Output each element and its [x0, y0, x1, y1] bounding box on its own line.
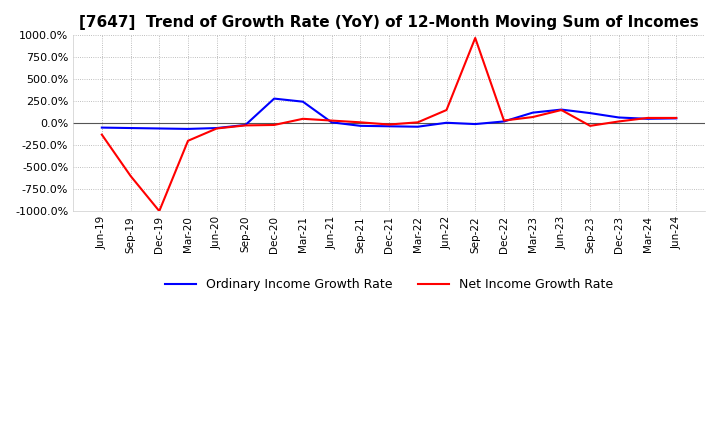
Legend: Ordinary Income Growth Rate, Net Income Growth Rate: Ordinary Income Growth Rate, Net Income …: [160, 273, 618, 296]
Net Income Growth Rate: [643, 115, 652, 121]
Ordinary Income Growth Rate: [471, 121, 480, 127]
Ordinary Income Growth Rate: [356, 123, 364, 128]
Net Income Growth Rate: [356, 120, 364, 125]
Net Income Growth Rate: [384, 122, 393, 127]
Net Income Growth Rate: [614, 119, 623, 124]
Net Income Growth Rate: [500, 118, 508, 123]
Ordinary Income Growth Rate: [413, 124, 422, 129]
Ordinary Income Growth Rate: [155, 126, 163, 131]
Net Income Growth Rate: [672, 115, 680, 121]
Ordinary Income Growth Rate: [672, 116, 680, 121]
Net Income Growth Rate: [299, 116, 307, 121]
Ordinary Income Growth Rate: [384, 124, 393, 129]
Title: [7647]  Trend of Growth Rate (YoY) of 12-Month Moving Sum of Incomes: [7647] Trend of Growth Rate (YoY) of 12-…: [79, 15, 699, 30]
Net Income Growth Rate: [328, 118, 336, 123]
Ordinary Income Growth Rate: [442, 120, 451, 125]
Net Income Growth Rate: [528, 114, 537, 120]
Ordinary Income Growth Rate: [643, 116, 652, 121]
Ordinary Income Growth Rate: [500, 119, 508, 124]
Net Income Growth Rate: [184, 138, 192, 143]
Net Income Growth Rate: [155, 209, 163, 214]
Line: Net Income Growth Rate: Net Income Growth Rate: [102, 38, 676, 211]
Net Income Growth Rate: [97, 132, 106, 137]
Ordinary Income Growth Rate: [126, 125, 135, 131]
Net Income Growth Rate: [413, 120, 422, 125]
Net Income Growth Rate: [586, 123, 595, 128]
Net Income Growth Rate: [557, 107, 566, 113]
Ordinary Income Growth Rate: [241, 122, 250, 128]
Line: Ordinary Income Growth Rate: Ordinary Income Growth Rate: [102, 99, 676, 129]
Ordinary Income Growth Rate: [328, 120, 336, 125]
Net Income Growth Rate: [270, 122, 279, 128]
Ordinary Income Growth Rate: [614, 115, 623, 120]
Ordinary Income Growth Rate: [184, 126, 192, 132]
Net Income Growth Rate: [212, 126, 221, 131]
Ordinary Income Growth Rate: [299, 99, 307, 104]
Ordinary Income Growth Rate: [212, 125, 221, 131]
Ordinary Income Growth Rate: [557, 107, 566, 112]
Ordinary Income Growth Rate: [97, 125, 106, 130]
Ordinary Income Growth Rate: [586, 110, 595, 116]
Net Income Growth Rate: [126, 173, 135, 179]
Net Income Growth Rate: [471, 35, 480, 40]
Net Income Growth Rate: [241, 123, 250, 128]
Ordinary Income Growth Rate: [528, 110, 537, 115]
Ordinary Income Growth Rate: [270, 96, 279, 101]
Net Income Growth Rate: [442, 107, 451, 113]
